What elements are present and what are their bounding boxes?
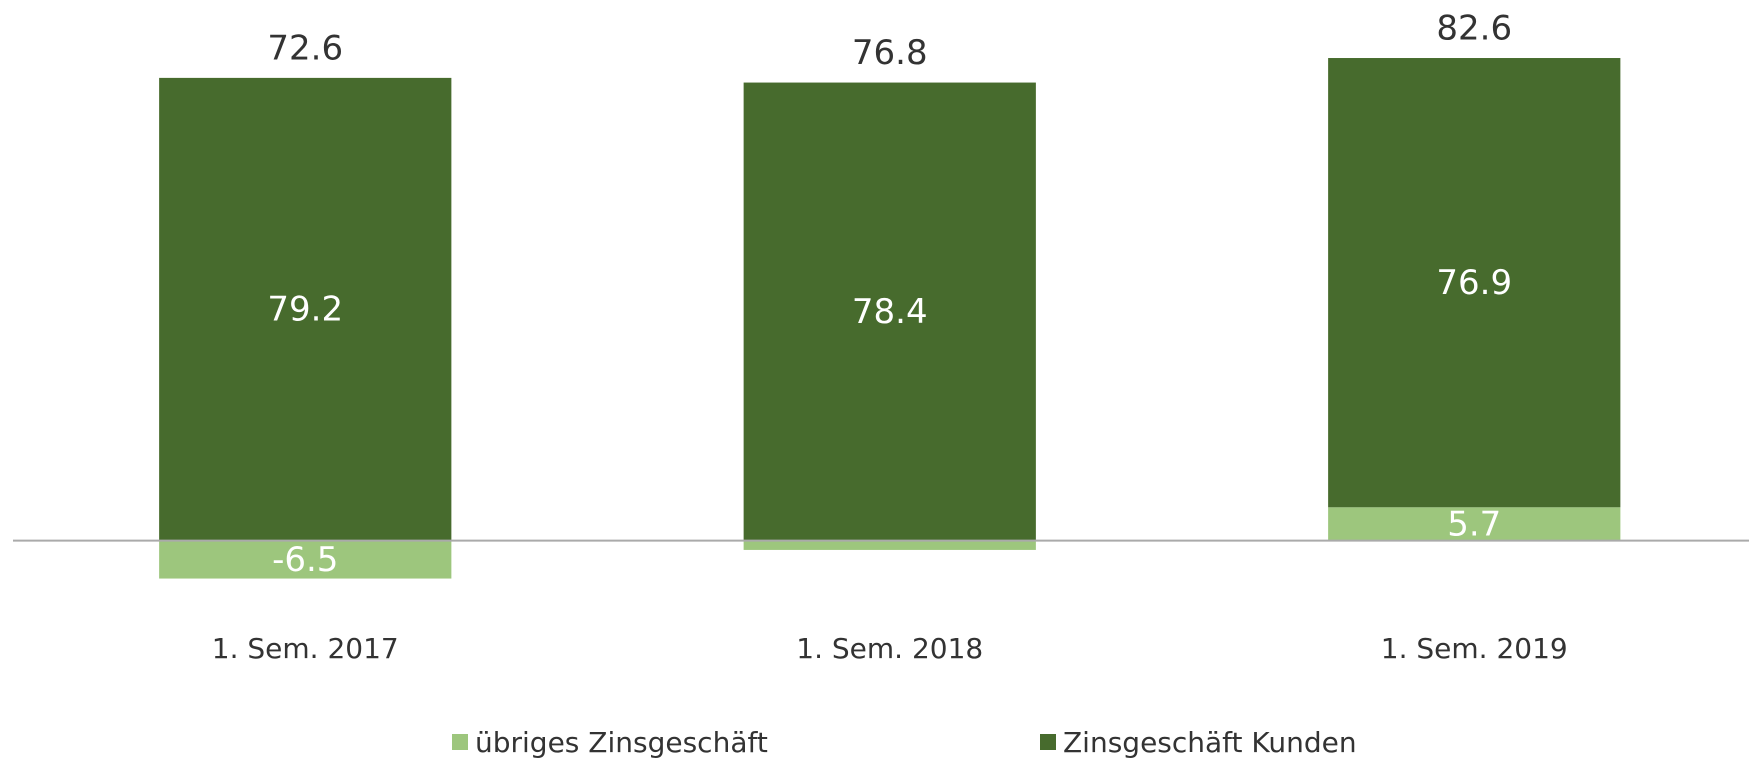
legend-swatch (1040, 734, 1056, 750)
x-tick-label: 1. Sem. 2018 (796, 632, 983, 665)
data-label: 79.2 (267, 290, 343, 330)
total-label: 82.6 (1436, 9, 1512, 49)
data-label: 5.7 (1447, 504, 1501, 544)
total-label: 76.8 (852, 33, 928, 73)
bar-segment (1328, 507, 1621, 541)
bar-segment (743, 540, 1036, 550)
legend-label: Zinsgeschäft Kunden (1063, 726, 1357, 759)
legend-swatch (452, 734, 468, 750)
data-label: -6.5 (272, 540, 338, 580)
bar-segment (159, 540, 452, 579)
bar-segment (743, 82, 1036, 541)
data-label: 78.4 (852, 292, 928, 332)
legend-label: übriges Zinsgeschäft (475, 726, 768, 759)
bar-segment (159, 77, 452, 541)
x-tick-label: 1. Sem. 2019 (1381, 632, 1568, 665)
bar-segment (1328, 58, 1621, 508)
x-tick-label: 1. Sem. 2017 (212, 632, 399, 665)
data-label: 76.9 (1436, 263, 1512, 303)
total-label: 72.6 (267, 28, 343, 68)
